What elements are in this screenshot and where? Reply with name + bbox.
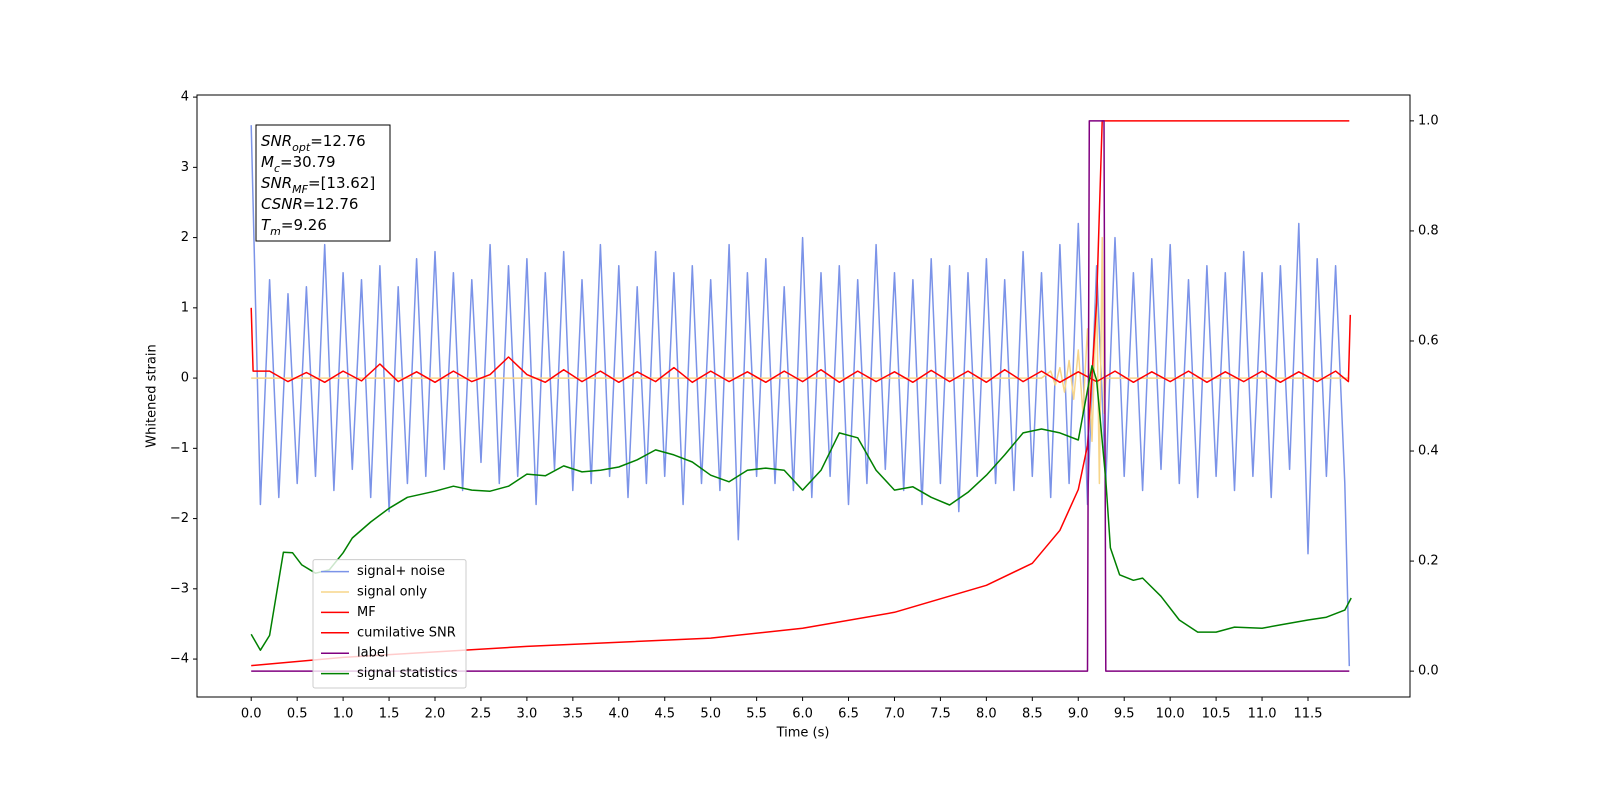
legend-label: label <box>357 646 388 661</box>
x-tick-label: 9.5 <box>1114 707 1135 722</box>
y2-tick-label: 0.8 <box>1418 223 1439 238</box>
y2-tick-label: 0.6 <box>1418 333 1439 348</box>
y-tick-label: −4 <box>170 652 189 667</box>
x-tick-label: 9.0 <box>1068 707 1089 722</box>
legend-label: signal statistics <box>357 666 458 681</box>
x-tick-label: 10.5 <box>1202 707 1231 722</box>
x-tick-label: 1.0 <box>333 707 354 722</box>
series-line <box>251 236 1350 485</box>
annotation-main: T <box>261 216 272 234</box>
y-tick-label: −3 <box>170 581 189 596</box>
y-tick-label: 3 <box>181 160 189 175</box>
x-tick-label: 1.5 <box>379 707 400 722</box>
y-tick-label: 0 <box>181 371 189 386</box>
x-tick-label: 2.5 <box>471 707 492 722</box>
annotation-line: SNRMF=[13.62] <box>261 174 375 196</box>
y-tick-label: −1 <box>170 441 189 456</box>
x-axis-label: Time (s) <box>776 726 830 741</box>
annotation-value: =12.76 <box>310 132 366 150</box>
series-line <box>250 125 1351 667</box>
legend-label: cumilative SNR <box>357 625 456 640</box>
annotation-line: SNRopt=12.76 <box>261 132 366 154</box>
annotation-value: =[13.62] <box>308 174 375 192</box>
x-tick-label: 0.0 <box>241 707 262 722</box>
annotation-line: Mc=30.79 <box>261 153 336 175</box>
annotation-main: SNR <box>261 132 292 150</box>
x-tick-label: 7.0 <box>884 707 905 722</box>
annotation-sub: MF <box>292 183 308 196</box>
x-tick-label: 8.0 <box>976 707 997 722</box>
series-line <box>250 307 1352 384</box>
x-tick-label: 11.0 <box>1248 707 1277 722</box>
x-tick-label: 0.5 <box>287 707 308 722</box>
y-tick-label: 4 <box>181 90 189 105</box>
x-tick-label: 2.0 <box>425 707 446 722</box>
y2-tick-label: 0.4 <box>1418 444 1439 459</box>
series-line <box>250 364 1352 651</box>
y-tick-label: 1 <box>181 300 189 315</box>
legend-box <box>312 559 467 689</box>
x-tick-label: 11.5 <box>1294 707 1323 722</box>
y-axis-label: Whitened strain <box>145 344 160 447</box>
plot-frame <box>196 94 1411 698</box>
x-tick-label: 3.5 <box>563 707 584 722</box>
series-line <box>251 120 1350 672</box>
annotation-value: =9.26 <box>281 216 327 234</box>
series-line <box>251 120 1350 667</box>
x-tick-label: 6.0 <box>792 707 813 722</box>
x-tick-label: 6.5 <box>838 707 859 722</box>
annotation-sub: m <box>270 225 281 238</box>
y-tick-label: 2 <box>181 230 189 245</box>
annotation-line: CSNR=12.76 <box>261 195 358 213</box>
x-tick-label: 5.0 <box>700 707 721 722</box>
y2-tick-label: 1.0 <box>1418 113 1439 128</box>
annotation-box <box>255 124 391 242</box>
annotation-value: =12.76 <box>303 195 359 213</box>
annotation-sub: c <box>274 162 280 175</box>
annotation-main: CSNR <box>261 195 303 213</box>
y2-tick-label: 0.0 <box>1418 664 1439 679</box>
y2-tick-label: 0.2 <box>1418 554 1439 569</box>
x-tick-label: 4.0 <box>608 707 629 722</box>
x-tick-label: 7.5 <box>930 707 951 722</box>
x-tick-label: 8.5 <box>1022 707 1043 722</box>
y-tick-label: −2 <box>170 511 189 526</box>
legend-label: signal+ noise <box>357 564 445 579</box>
annotation-line: Tm=9.26 <box>261 216 327 238</box>
annotation-sub: opt <box>292 141 311 154</box>
legend-label: MF <box>357 605 376 620</box>
x-tick-label: 3.0 <box>517 707 538 722</box>
x-tick-label: 5.5 <box>746 707 767 722</box>
annotation-main: SNR <box>261 174 292 192</box>
annotation-main: M <box>261 153 274 171</box>
annotation-value: =30.79 <box>280 153 336 171</box>
legend-label: signal only <box>357 585 427 600</box>
x-tick-label: 10.0 <box>1156 707 1185 722</box>
x-tick-label: 4.5 <box>654 707 675 722</box>
